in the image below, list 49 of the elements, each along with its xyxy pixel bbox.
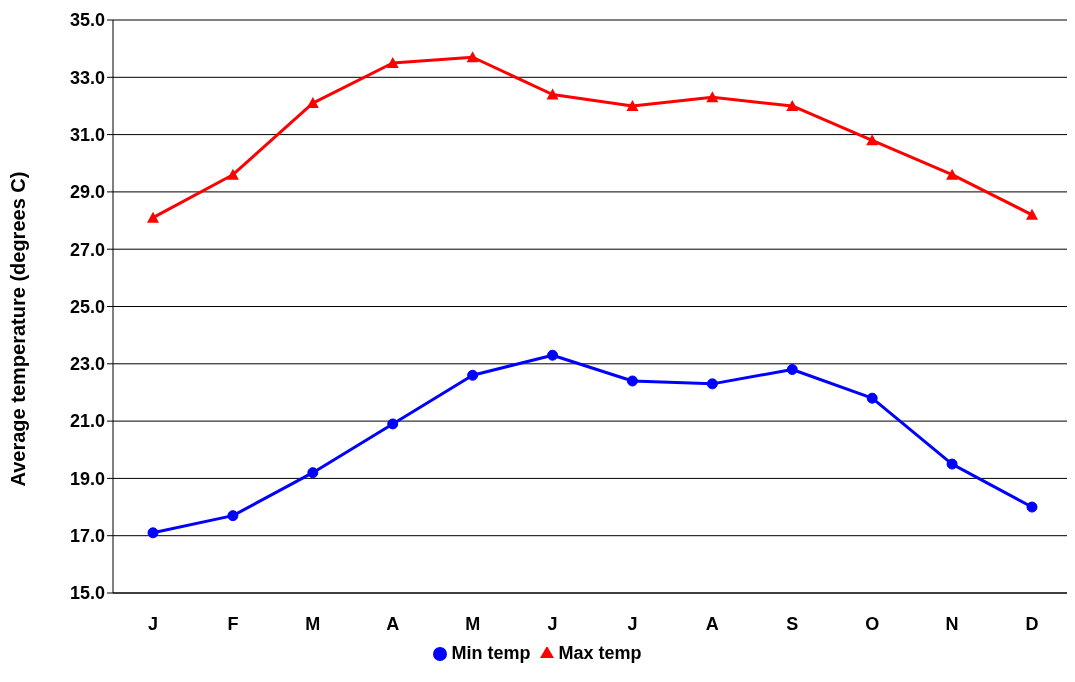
legend-label: Max temp: [558, 643, 642, 663]
point: [706, 91, 719, 103]
y-tick-label: 17.0: [69, 526, 105, 547]
point: [626, 99, 639, 111]
x-tick-label: J: [627, 613, 638, 634]
y-tick-label: 27.0: [69, 239, 105, 260]
x-tick-label: M: [305, 613, 321, 634]
point: [706, 378, 718, 390]
x-tick-label: N: [945, 613, 959, 634]
y-tick-label: 19.0: [69, 468, 105, 489]
point: [866, 392, 878, 404]
point: [226, 168, 239, 180]
point: [147, 211, 159, 223]
point: [866, 134, 879, 146]
legend-label: Min temp: [451, 643, 531, 663]
y-tick-label: 15.0: [69, 583, 105, 604]
y-tick-label: 33.0: [69, 67, 105, 88]
point: [387, 418, 399, 430]
point: [467, 369, 479, 381]
point: [626, 375, 638, 387]
x-tick-label: S: [786, 613, 799, 634]
x-tick-label: A: [386, 613, 400, 634]
x-tick-label: A: [705, 613, 719, 634]
y-tick-label: 23.0: [69, 354, 105, 375]
point: [466, 51, 479, 63]
point: [946, 168, 959, 180]
point: [227, 510, 239, 522]
point: [547, 349, 559, 361]
point: [1026, 501, 1038, 513]
x-tick-label: F: [227, 613, 239, 634]
point: [946, 458, 958, 470]
point: [307, 467, 319, 479]
y-tick-label: 29.0: [69, 182, 105, 203]
point: [1026, 208, 1038, 220]
x-tick-label: M: [465, 613, 481, 634]
point: [546, 88, 559, 100]
y-tick-label: 21.0: [69, 411, 105, 432]
y-tick-label: 31.0: [69, 124, 105, 145]
x-tick-label: J: [147, 613, 159, 634]
point: [786, 364, 798, 376]
point: [386, 56, 399, 68]
x-tick-label: J: [547, 613, 558, 634]
y-axis-title: Average temperature (degrees C): [7, 171, 30, 487]
x-tick-label: O: [865, 613, 880, 634]
point: [786, 99, 799, 111]
x-tick-label: D: [1025, 613, 1039, 634]
point: [147, 527, 159, 539]
y-tick-label: 35.0: [69, 10, 105, 31]
y-tick-label: 25.0: [69, 296, 105, 317]
